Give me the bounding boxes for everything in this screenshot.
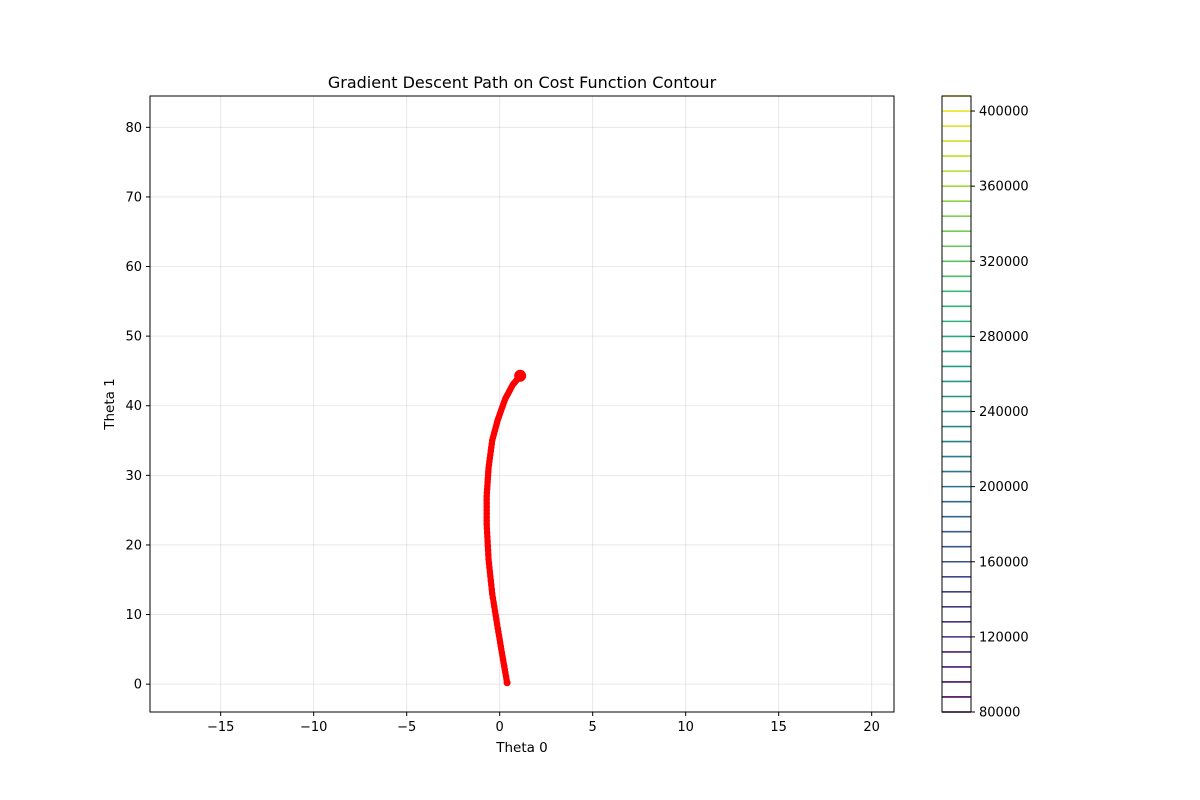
colorbar-tick-label: 160000 <box>979 555 1029 570</box>
y-tick-label: 10 <box>125 608 142 623</box>
y-tick-label: 40 <box>125 399 142 414</box>
grid <box>150 96 894 712</box>
x-ticks: −15 −10 −5 0 5 10 15 20 <box>207 712 880 735</box>
x-tick-label: 5 <box>589 720 597 735</box>
path-start-point <box>503 679 511 687</box>
x-tick-label: 10 <box>677 720 694 735</box>
y-tick-label: 30 <box>125 469 142 484</box>
colorbar-tick-label: 360000 <box>979 180 1029 195</box>
x-tick-label: 20 <box>863 720 880 735</box>
y-tick-label: 60 <box>125 260 142 275</box>
x-tick-label: −15 <box>207 720 234 735</box>
gradient-descent-path <box>483 369 527 687</box>
x-tick-label: 15 <box>770 720 787 735</box>
chart-title: Gradient Descent Path on Cost Function C… <box>328 73 717 92</box>
colorbar-frame <box>941 95 972 713</box>
colorbar-tick-label: 240000 <box>979 405 1029 420</box>
x-tick-label: −10 <box>300 720 327 735</box>
colorbar-tick-label: 400000 <box>979 105 1029 120</box>
path-end-point <box>514 369 527 382</box>
y-tick-label: 20 <box>125 538 142 553</box>
plot-frame <box>149 95 895 713</box>
y-tick-label: 70 <box>125 190 142 205</box>
colorbar-tick-label: 200000 <box>979 480 1029 495</box>
colorbar-tick-label: 120000 <box>979 630 1029 645</box>
path-line <box>483 372 524 686</box>
colorbar: 80000 120000 160000 200000 240000 280000 32000… <box>942 95 1029 721</box>
y-ticks: 0 10 20 30 40 50 60 70 80 <box>125 121 150 693</box>
y-tick-label: 80 <box>125 121 142 136</box>
colorbar-tick-label: 80000 <box>979 706 1020 721</box>
x-axis-label: Theta 0 <box>495 740 548 756</box>
colorbar-tick-label: 320000 <box>979 255 1029 270</box>
x-tick-label: −5 <box>397 720 416 735</box>
y-tick-label: 0 <box>134 678 142 693</box>
y-axis-label: Theta 1 <box>102 378 118 431</box>
colorbar-tick-label: 280000 <box>979 330 1029 345</box>
x-tick-label: 0 <box>496 720 504 735</box>
y-tick-label: 50 <box>125 330 142 345</box>
